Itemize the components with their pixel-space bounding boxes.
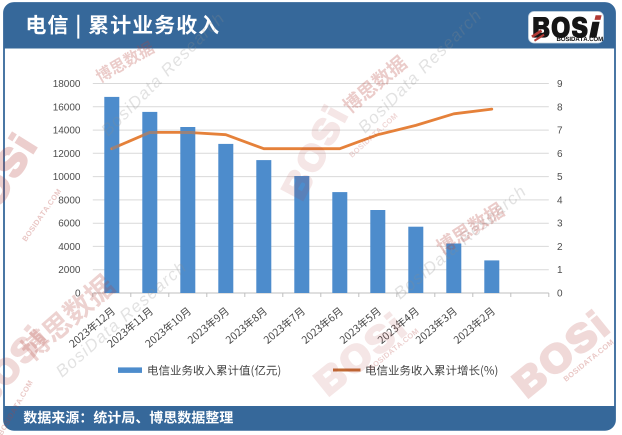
svg-text:0: 0: [557, 289, 563, 300]
svg-text:18000: 18000: [53, 79, 81, 90]
svg-text:4: 4: [557, 195, 563, 206]
svg-text:6: 6: [557, 149, 563, 160]
svg-text:2: 2: [557, 242, 563, 253]
svg-text:6000: 6000: [58, 219, 81, 230]
svg-text:9: 9: [557, 79, 563, 90]
svg-text:3: 3: [557, 219, 563, 230]
svg-text:12000: 12000: [53, 149, 81, 160]
svg-text:16000: 16000: [53, 102, 81, 113]
svg-text:4000: 4000: [58, 242, 81, 253]
svg-text:7: 7: [557, 126, 563, 137]
svg-text:5: 5: [557, 172, 563, 183]
svg-text:14000: 14000: [53, 126, 81, 137]
svg-text:10000: 10000: [53, 172, 81, 183]
svg-text:0: 0: [75, 289, 81, 300]
svg-text:2000: 2000: [58, 265, 81, 276]
svg-text:8: 8: [557, 102, 563, 113]
svg-text:8000: 8000: [58, 195, 81, 206]
svg-text:1: 1: [557, 265, 563, 276]
